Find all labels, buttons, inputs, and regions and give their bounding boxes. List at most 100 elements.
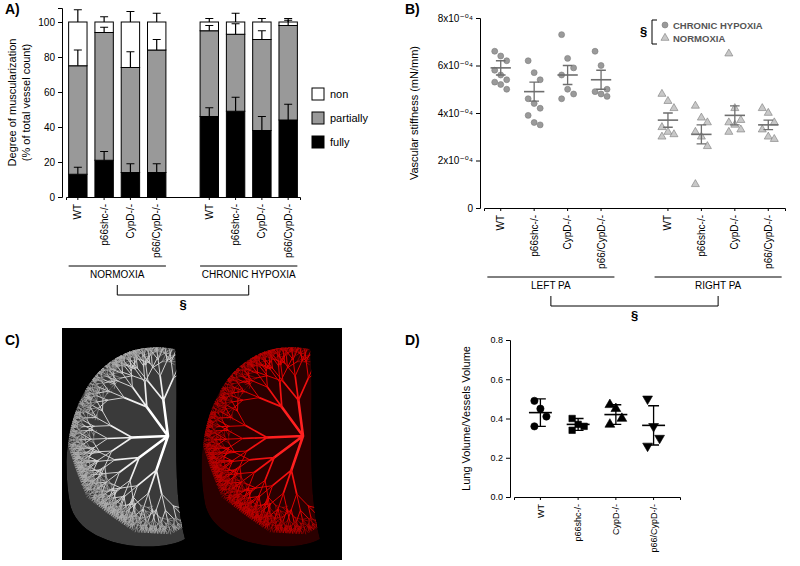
- bar: [148, 173, 166, 198]
- x-tick: WT: [536, 497, 546, 518]
- lung: [202, 336, 347, 547]
- y-tick-mark: [58, 162, 62, 163]
- point: [525, 58, 531, 64]
- point: [758, 104, 766, 111]
- x-tick-mark: [601, 208, 602, 211]
- y-tick: 20: [44, 157, 62, 168]
- y-axis: 02x10⁻⁰⁴4x10⁻⁰⁴6x10⁻⁰⁴8x10⁻⁰⁴: [438, 13, 481, 214]
- plot-area: [69, 10, 298, 197]
- error-bar: [697, 125, 707, 144]
- summary: [491, 61, 779, 144]
- point: [725, 49, 733, 56]
- y-tick-label: 0: [49, 192, 55, 203]
- y-tick: 0.0: [490, 492, 510, 502]
- y-tick-label: 40: [44, 122, 56, 133]
- y-axis-title: (% of total vessel count): [20, 44, 32, 161]
- point: [703, 118, 711, 125]
- x-tick-label: p66shc-/-: [99, 204, 110, 246]
- y-tick-label: 8x10⁻⁰⁴: [438, 13, 473, 24]
- legend-label: NORMOXIA: [673, 33, 725, 44]
- bar: [95, 160, 113, 197]
- y-tick-mark: [476, 161, 480, 162]
- y-tick-mark: [506, 458, 510, 459]
- point: [565, 86, 571, 92]
- x-tick-mark: [104, 197, 105, 200]
- plot-area: [529, 396, 665, 452]
- bar: [279, 120, 297, 197]
- y-tick: 0: [49, 192, 62, 203]
- bars: [69, 22, 298, 197]
- point: [764, 132, 772, 139]
- y-tick-label: 20: [44, 157, 56, 168]
- panel-title: C): [5, 332, 20, 348]
- x-tick: CypD-/-: [562, 208, 573, 249]
- legend-label: fully: [330, 136, 350, 148]
- x-tick-label: WT: [536, 504, 546, 518]
- y-axis-line: [58, 9, 63, 198]
- x-tick: p66shc-/-: [573, 497, 583, 542]
- point: [655, 435, 665, 444]
- error-bar: [126, 12, 134, 23]
- group-label: NORMOXIA: [90, 269, 145, 280]
- point: [605, 399, 615, 408]
- bar: [200, 31, 218, 117]
- y-axis: 020406080100: [38, 9, 62, 203]
- point: [691, 180, 699, 187]
- error-bar: [232, 13, 240, 22]
- y-tick-label: 100: [38, 17, 55, 28]
- error-bar: [100, 27, 108, 32]
- point: [604, 93, 610, 99]
- y-axis-title: Degree of muscularization: [6, 39, 18, 167]
- y-tick-label: 0.6: [490, 375, 503, 385]
- y-tick: 80: [44, 52, 62, 63]
- point: [492, 48, 498, 54]
- y-tick-label: 80: [44, 52, 56, 63]
- point: [737, 125, 745, 132]
- point: [703, 142, 711, 149]
- error-bar: [153, 40, 161, 51]
- point: [571, 91, 577, 97]
- bar: [200, 117, 218, 198]
- vessels: [202, 336, 347, 534]
- x-tick-label: p66shc-/-: [696, 215, 707, 257]
- x-tick-label: WT: [662, 215, 673, 231]
- bar: [69, 174, 87, 197]
- x-tick-mark: [615, 497, 616, 500]
- legend-marker: [661, 33, 669, 40]
- y-tick: 4x10⁻⁰⁴: [438, 108, 480, 119]
- x-axis-line: [67, 198, 301, 201]
- bar: [121, 173, 139, 198]
- x-tick-label: CypD-/-: [125, 204, 136, 238]
- x-tick-label: p66/CypD-/-: [649, 504, 659, 553]
- figure: 020406080100WTp66shc-/-CypD-/-p66/CypD-/…: [0, 0, 800, 566]
- bar: [69, 22, 87, 66]
- error-bar: [126, 52, 134, 68]
- significance-bracket: [117, 285, 248, 295]
- x-tick: p66shc-/-: [99, 197, 110, 246]
- x-tick: CypD-/-: [729, 208, 740, 249]
- point: [492, 79, 498, 85]
- error-bar: [763, 120, 773, 130]
- significance-label: §: [631, 308, 638, 323]
- bar: [226, 111, 244, 197]
- point: [670, 104, 678, 111]
- bar: [253, 40, 271, 131]
- group-line: [655, 277, 782, 278]
- legend-label: partially: [330, 112, 368, 124]
- point: [498, 82, 504, 88]
- point: [592, 48, 598, 54]
- x-tick-mark: [653, 497, 654, 500]
- point: [664, 96, 672, 103]
- x-tick: p66shc-/-: [529, 208, 540, 257]
- panel-title: D): [405, 332, 420, 348]
- x-tick-label: p66/CypD-/-: [151, 204, 162, 258]
- panel-title: B): [405, 1, 420, 17]
- point: [758, 125, 766, 132]
- point: [764, 108, 772, 115]
- group-label: CHRONIC HYPOXIA: [202, 269, 296, 280]
- x-tick-mark: [534, 208, 535, 211]
- error-bar: [284, 20, 292, 22]
- y-tick: 8x10⁻⁰⁴: [438, 13, 480, 24]
- x-tick-mark: [77, 197, 78, 200]
- y-tick-mark: [476, 66, 480, 67]
